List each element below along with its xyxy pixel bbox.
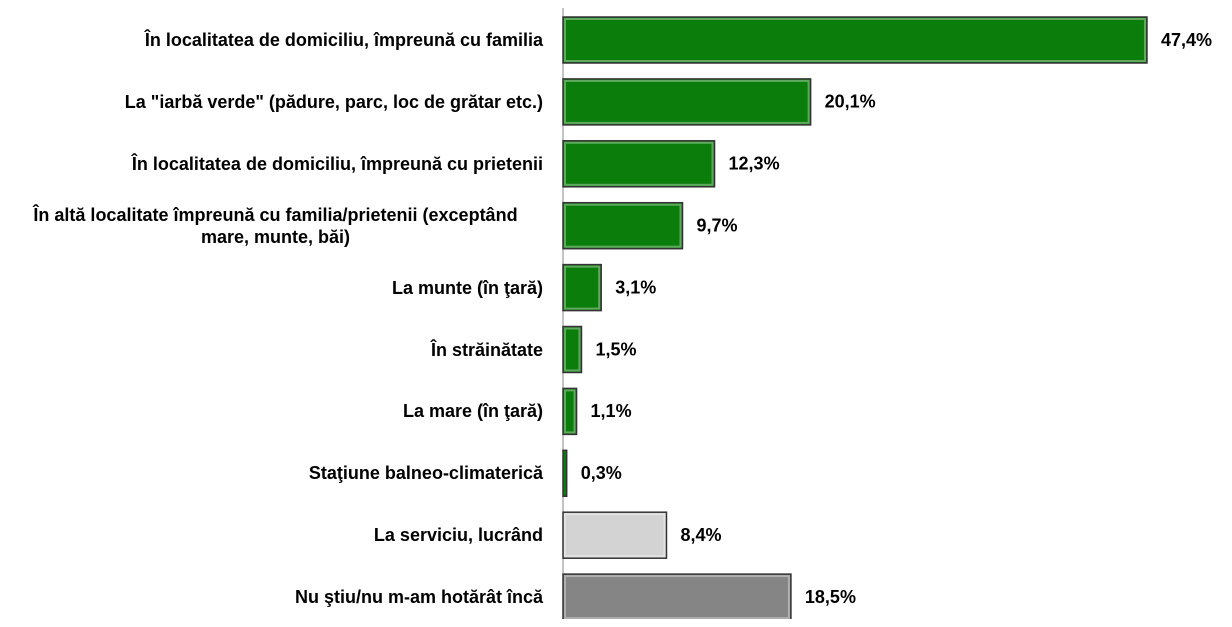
value-label: 47,4% xyxy=(1161,30,1212,50)
value-label: 12,3% xyxy=(729,154,780,174)
category-text: Staţiune balneo-climaterică xyxy=(308,463,543,484)
category-label: La "iarbă verde" (pădure, parc, loc de g… xyxy=(0,72,543,132)
bar-bevel xyxy=(564,327,581,372)
category-label: În localitatea de domiciliu, împreună cu… xyxy=(0,134,543,194)
category-text: În localitatea de domiciliu, împreună cu… xyxy=(131,153,543,174)
bar-bevel xyxy=(564,141,714,186)
bar-bevel xyxy=(564,79,810,124)
category-label: La serviciu, lucrând xyxy=(0,505,543,565)
value-label: 18,5% xyxy=(805,587,856,607)
category-text: La munte (în ţară) xyxy=(391,277,543,298)
category-text: În străinătate xyxy=(430,339,543,360)
category-text: La "iarbă verde" (pădure, parc, loc de g… xyxy=(124,91,543,112)
bar xyxy=(562,16,1148,64)
category-label: Staţiune balneo-climaterică xyxy=(0,443,543,503)
bar-bevel xyxy=(564,513,666,558)
category-label: În localitatea de domiciliu, împreună cu… xyxy=(0,10,543,70)
category-label: La munte (în ţară) xyxy=(0,258,543,318)
category-label: Nu ştiu/nu m-am hotărât încă xyxy=(0,567,543,627)
category-text: La serviciu, lucrând xyxy=(373,525,543,546)
bar-bevel xyxy=(564,265,601,310)
bar-bevel xyxy=(564,389,576,434)
value-label: 1,5% xyxy=(595,339,636,359)
bar xyxy=(562,325,583,374)
value-label: 8,4% xyxy=(680,525,721,545)
category-label: În altă localitate împreună cu familia/p… xyxy=(0,196,543,256)
value-label: 9,7% xyxy=(697,215,738,235)
bar xyxy=(562,511,668,559)
bar xyxy=(562,201,684,250)
value-label: 1,1% xyxy=(591,401,632,421)
bar xyxy=(562,263,602,312)
value-label: 3,1% xyxy=(615,277,656,297)
bar-bevel xyxy=(564,18,1146,62)
category-text: La mare (în ţară) xyxy=(402,401,543,422)
bar-bevel xyxy=(564,203,682,248)
category-label: La mare (în ţară) xyxy=(0,381,543,441)
bar xyxy=(562,140,716,188)
category-text: Nu ştiu/nu m-am hotărât încă xyxy=(294,587,543,608)
value-label: 20,1% xyxy=(825,92,876,112)
category-label: În străinătate xyxy=(0,320,543,380)
bar xyxy=(562,573,792,619)
bar-bevel xyxy=(564,575,790,619)
value-label: 0,3% xyxy=(581,463,622,483)
category-text: În localitatea de domiciliu, împreună cu… xyxy=(144,30,543,50)
bar xyxy=(562,387,578,436)
bar xyxy=(562,78,812,126)
category-text: În altă localitate împreună cu familia/p… xyxy=(33,204,518,247)
bar xyxy=(562,449,568,498)
